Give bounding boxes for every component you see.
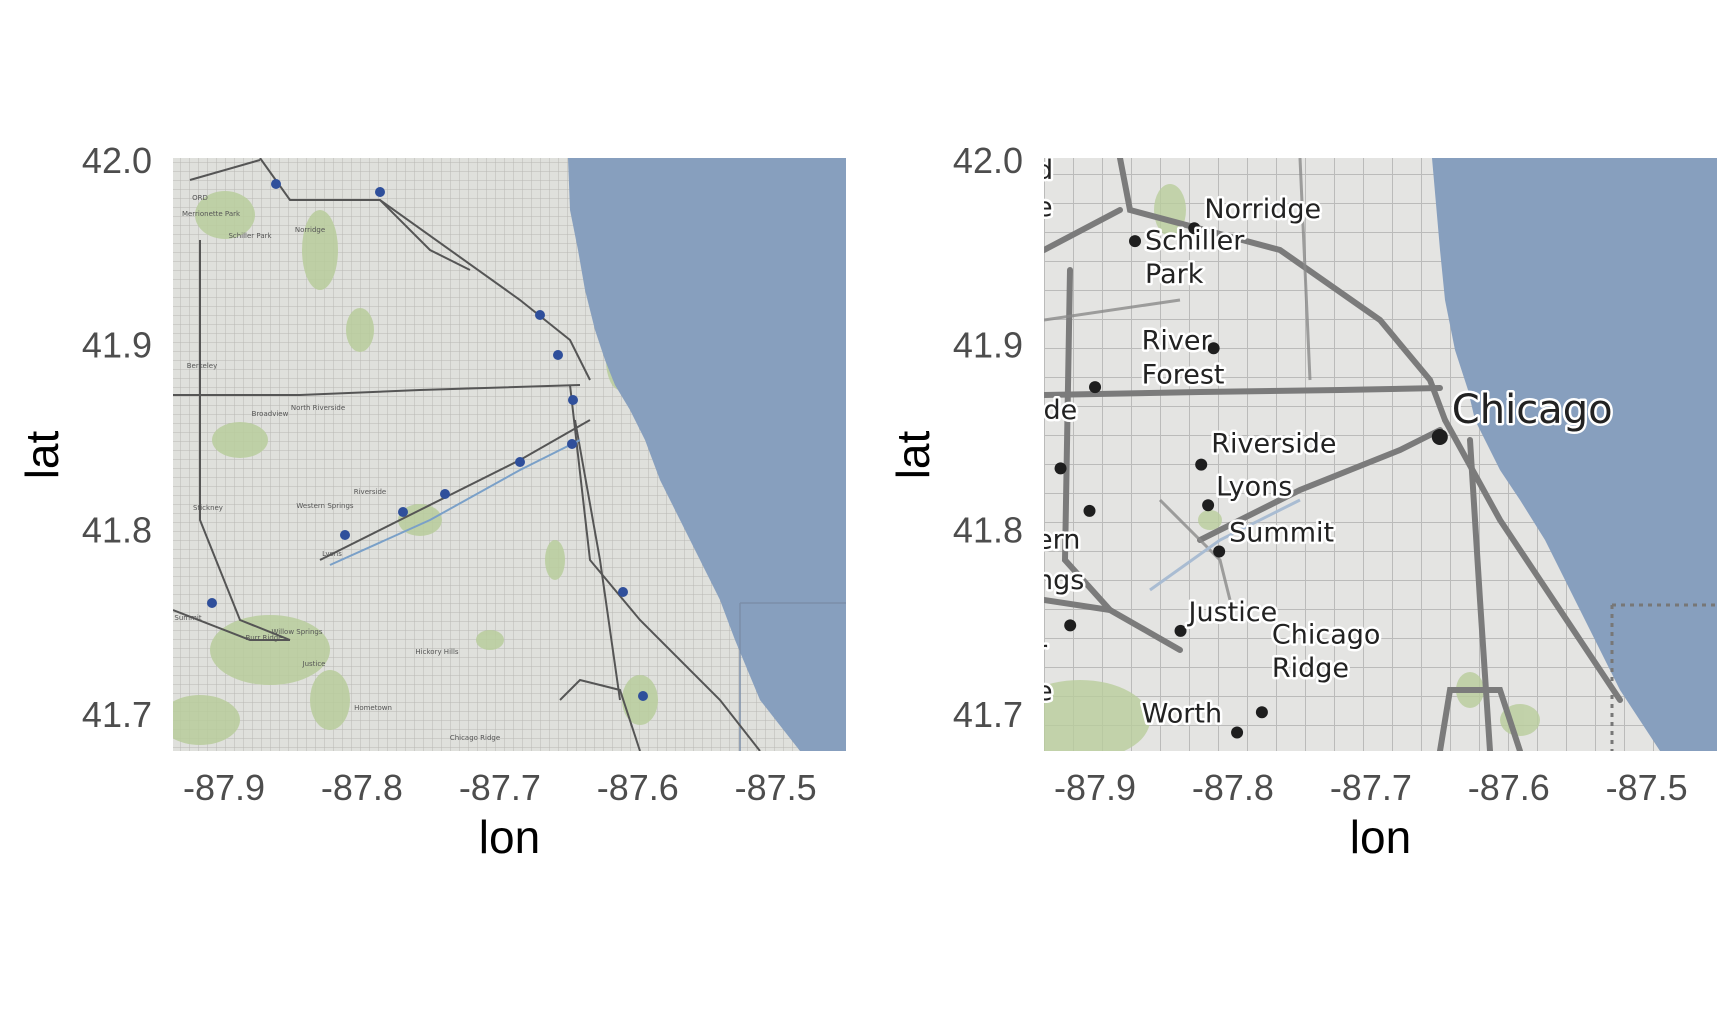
clipped-place-label: ngs: [1036, 565, 1084, 596]
left-y-axis-title: lat: [16, 430, 68, 479]
place-marker: [1129, 235, 1142, 248]
lake-michigan: [1432, 158, 1717, 751]
place-label: Western Springs: [296, 502, 354, 510]
place-label: Lyons: [322, 550, 342, 558]
right-x-axis: -87.9 -87.8 -87.7 -87.6 -87.5: [1054, 767, 1688, 808]
left-x-axis: -87.9 -87.8 -87.7 -87.6 -87.5: [183, 767, 817, 808]
x-tick-label: -87.9: [183, 767, 265, 808]
street-map-place-labels: Norridge Schiller Park Berkeley BroadviewNo…: [174, 194, 500, 742]
place-label: Hometown: [354, 704, 392, 712]
place-marker: [1207, 342, 1220, 355]
place-label: Norridge: [295, 226, 325, 234]
place-label: Worth: [1142, 699, 1222, 730]
clipped-place-label: e: [1036, 676, 1053, 707]
road-network: [1044, 158, 1312, 601]
place-marker: [1213, 545, 1226, 558]
place-marker: [1174, 624, 1187, 637]
y-tick-label: 41.9: [953, 325, 1023, 366]
left-x-axis-title: lon: [479, 811, 540, 863]
place-label: Summit: [1229, 517, 1334, 548]
place-label: Hickory Hills: [415, 648, 458, 656]
highway-network: [1044, 158, 1623, 751]
place-label: Broadview: [252, 410, 289, 418]
place-label: Berkeley: [187, 362, 218, 370]
x-tick-label: -87.9: [1054, 767, 1136, 808]
place-label: Chicago Ridge: [1272, 619, 1381, 684]
x-tick-label: -87.6: [597, 767, 679, 808]
place-marker: [1431, 428, 1448, 445]
place-label: Willow Springs: [271, 628, 322, 636]
right-x-axis-title: lon: [1350, 811, 1411, 863]
x-tick-label: -87.5: [1606, 767, 1688, 808]
state-border: [1610, 603, 1717, 751]
place-marker: [1064, 619, 1077, 632]
right-y-axis: 42.0 41.9 41.8 41.7: [953, 140, 1023, 735]
place-marker: [1188, 222, 1201, 235]
clipped-place-label: ide: [1036, 395, 1077, 426]
place-label: Riverside: [354, 488, 386, 496]
road-network: [173, 158, 761, 751]
place-label: River Forest: [1142, 326, 1225, 391]
place-label: ORD: [192, 194, 208, 202]
place-marker: [1255, 706, 1268, 719]
place-label: Merrionette Park: [182, 210, 241, 218]
place-label: Lyons: [1216, 471, 1292, 502]
y-tick-label: 42.0: [82, 140, 152, 181]
clipped-place-label: r: [1036, 635, 1048, 666]
clipped-place-label: e: [1036, 192, 1053, 223]
x-tick-label: -87.7: [459, 767, 541, 808]
x-tick-label: -87.6: [1468, 767, 1550, 808]
place-marker: [1054, 462, 1067, 475]
place-label: Chicago Ridge: [450, 734, 500, 742]
y-tick-label: 41.9: [82, 325, 152, 366]
x-tick-label: -87.5: [735, 767, 817, 808]
y-tick-label: 41.8: [953, 509, 1023, 550]
right-y-axis-title: lat: [887, 430, 939, 479]
place-marker: [1089, 381, 1102, 394]
y-tick-label: 41.8: [82, 509, 152, 550]
place-label: Schiller Park: [228, 232, 272, 240]
canal: [329, 439, 581, 566]
place-label: Justice: [1187, 597, 1278, 628]
place-marker: [1195, 458, 1208, 471]
left-y-axis: 42.0 41.9 41.8 41.7: [82, 140, 152, 735]
place-label: Burr Ridge: [245, 634, 282, 642]
x-tick-label: -87.8: [321, 767, 403, 808]
canal: [1149, 498, 1301, 592]
place-label: Stickney: [193, 504, 223, 512]
x-tick-label: -87.8: [1192, 767, 1274, 808]
place-marker: [1231, 726, 1244, 739]
place-marker: [1202, 499, 1215, 512]
place-label: Justice: [302, 660, 326, 668]
place-label: Riverside: [1211, 429, 1336, 460]
place-label: Summit: [174, 614, 201, 622]
clipped-place-label: d: [1036, 155, 1053, 186]
place-marker: [1083, 504, 1096, 517]
street-map-panel: Norridge Schiller Park Berkeley BroadviewNo…: [16, 140, 846, 863]
y-tick-label: 41.7: [953, 694, 1023, 735]
clipped-place-label: ern: [1036, 525, 1080, 556]
y-tick-label: 42.0: [953, 140, 1023, 181]
place-label: Schiller Park: [1145, 225, 1245, 290]
street-map-tiles: Norridge Schiller Park Berkeley BroadviewNo…: [173, 158, 846, 751]
place-label: Chicago: [1452, 387, 1613, 433]
y-tick-label: 41.7: [82, 694, 152, 735]
place-label: Norridge: [1204, 194, 1321, 225]
place-label: North Riverside: [291, 404, 345, 412]
x-tick-label: -87.7: [1330, 767, 1412, 808]
highway-shields: [207, 179, 648, 701]
